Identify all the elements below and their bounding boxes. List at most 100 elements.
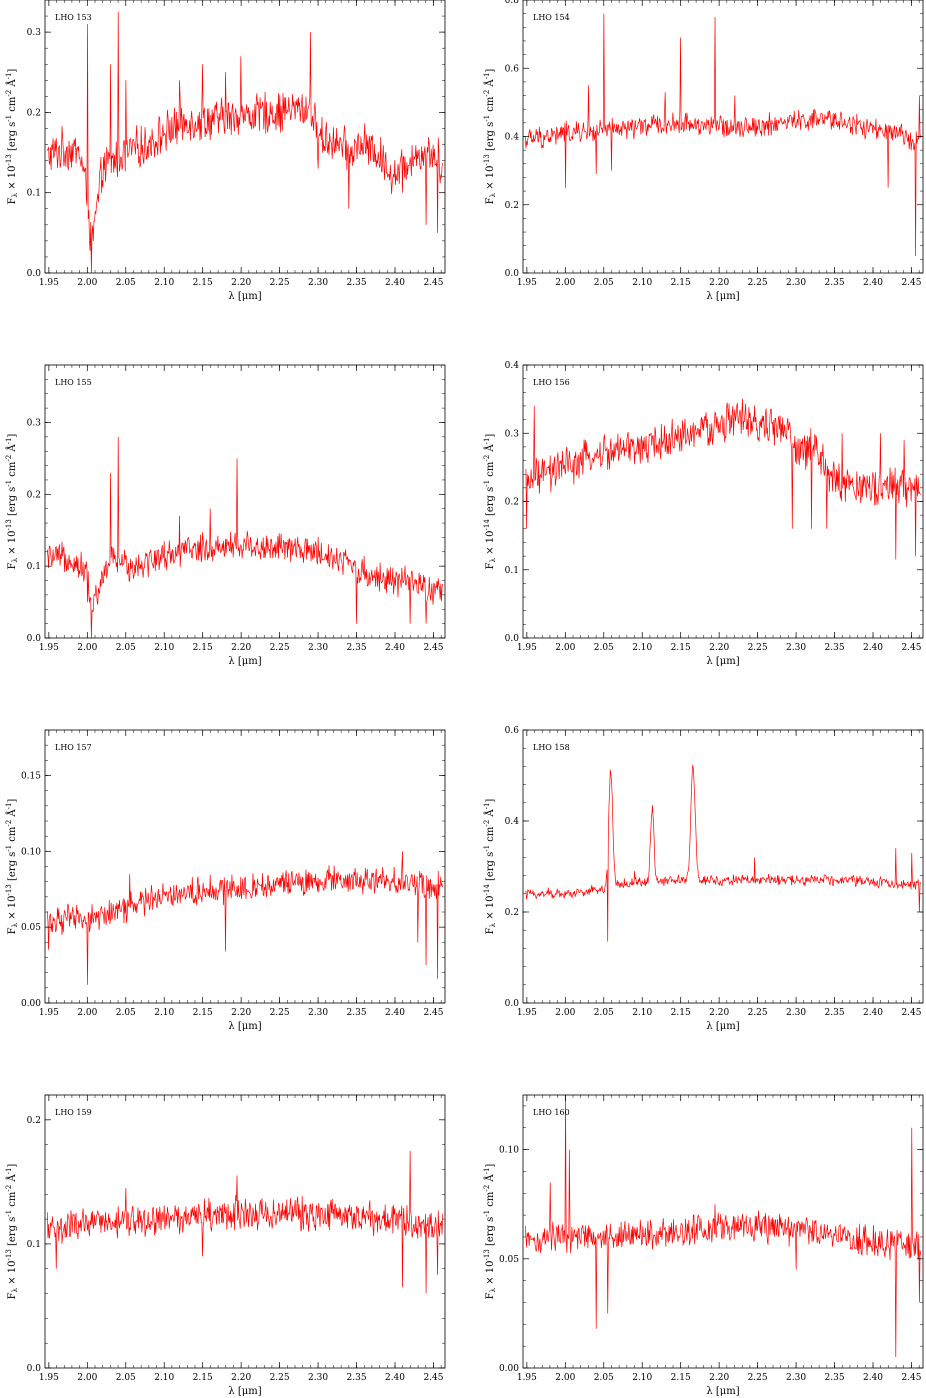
y-tick-label: 0.0 [505,269,520,279]
x-tick-label: 2.30 [786,643,806,653]
x-tick-label: 1.95 [39,1373,59,1383]
x-tick-label: 2.35 [825,278,845,288]
spectrum-line [46,436,444,638]
x-tick-label: 2.20 [709,643,729,653]
x-tick-label: 2.05 [594,1008,614,1018]
spectrum-panel-6: 1.95 2.00 2.05 2.10 2.15 2.20 2.25 2.30 2.35 2.40… [483,726,924,1032]
x-tick-label: 1.95 [517,1008,537,1018]
spectrum-panel-8: 1.95 2.00 2.05 2.10 2.15 2.20 2.25 2.30 2.35 2.40… [483,1094,924,1397]
x-tick-label: 2.05 [594,1373,614,1383]
x-tick-label: 2.45 [423,643,443,653]
x-tick-label: 2.40 [863,1373,883,1383]
y-tick-label: 0.3 [27,28,42,38]
x-tick-label: 2.35 [347,1008,367,1018]
spectrum-panel-3: 1.95 2.00 2.05 2.10 2.15 2.20 2.25 2.30 2.35 2.40… [5,364,446,667]
x-tick-label: 2.00 [555,643,575,653]
x-tick-label: 2.30 [786,278,806,288]
x-tick-label: 2.40 [863,1008,883,1018]
x-tick-label: 2.45 [423,1373,443,1383]
x-tick-label: 2.40 [385,1008,405,1018]
x-tick-label: 2.00 [555,1008,575,1018]
x-tick-label: 2.30 [786,1008,806,1018]
x-tick-label: 2.25 [748,1373,768,1383]
x-tick-label: 2.45 [901,1373,921,1383]
y-tick-label: 0.00 [21,999,41,1009]
x-tick-label: 2.45 [901,1008,921,1018]
x-tick-label: 2.20 [709,1373,729,1383]
x-tick-label: 2.05 [594,643,614,653]
y-axis-label: Fλ × 10-13 [erg s-1 cm-2 Å-1] [5,1164,19,1300]
y-tick-label: 0.1 [27,562,41,572]
spectrum-panel-4: 1.95 2.00 2.05 2.10 2.15 2.20 2.25 2.30 2.35 2.40… [483,361,924,667]
x-tick-label: 2.40 [863,643,883,653]
y-tick-label: 0.6 [505,64,520,74]
spectrum-line [525,764,922,942]
x-tick-label: 2.10 [632,278,652,288]
spectrum-line [525,398,921,560]
y-tick-label: 0.4 [505,817,520,827]
y-tick-label: 0.0 [27,1364,42,1374]
x-tick-label: 2.20 [231,1373,251,1383]
y-tick-label: 0.0 [505,634,520,644]
x-tick-label: 2.35 [347,278,367,288]
x-tick-label: 2.25 [748,643,768,653]
x-tick-label: 2.30 [308,643,328,653]
x-tick-label: 2.05 [116,643,136,653]
spectrum-panel-2: 1.95 2.00 2.05 2.10 2.15 2.20 2.25 2.30 2.35 2.40… [483,0,924,302]
y-tick-label: 0.2 [505,201,519,211]
x-tick-label: 2.00 [555,278,575,288]
x-tick-label: 2.30 [308,278,328,288]
x-tick-label: 1.95 [517,278,537,288]
plot-frame [522,364,924,639]
x-tick-label: 2.15 [193,643,213,653]
y-tick-label: 0.1 [27,1240,41,1250]
y-axis-label: Fλ × 10-13 [erg s-1 cm-2 Å-1] [5,69,19,205]
x-tick-label: 2.25 [270,643,290,653]
x-tick-label: 2.00 [77,643,97,653]
x-tick-label: 1.95 [39,278,59,288]
y-axis-label: Fλ × 10-14 [erg s-1 cm-2 Å-1] [483,434,497,570]
y-tick-label: 0.6 [505,726,520,736]
x-tick-label: 2.15 [671,278,691,288]
x-tick-label: 2.20 [709,1008,729,1018]
x-tick-label: 2.20 [231,643,251,653]
x-tick-label: 2.15 [193,1008,213,1018]
x-axis-label: λ [μm] [706,1386,739,1397]
y-axis-label: Fλ × 10-13 [erg s-1 cm-2 Å-1] [483,1164,497,1300]
x-tick-label: 2.35 [347,1373,367,1383]
x-axis-label: λ [μm] [228,291,261,302]
y-tick-label: 0.0 [27,634,42,644]
spectrum-panel-1: 1.95 2.00 2.05 2.10 2.15 2.20 2.25 2.30 2.35 2.40… [5,0,446,302]
y-tick-label: 0.15 [21,772,41,782]
x-tick-label: 1.95 [39,643,59,653]
spectrum-line [46,12,444,273]
x-axis-label: λ [μm] [228,1021,261,1032]
x-tick-label: 2.15 [671,643,691,653]
y-tick-label: 0.10 [499,1146,519,1156]
x-tick-label: 2.05 [116,278,136,288]
spectrum-panel-7: 1.95 2.00 2.05 2.10 2.15 2.20 2.25 2.30 2.35 2.40… [5,1094,446,1397]
y-tick-label: 0.0 [505,999,520,1009]
x-tick-label: 2.40 [385,278,405,288]
x-tick-label: 2.25 [270,278,290,288]
panel-label: LHO 159 [55,1108,92,1117]
x-axis-label: λ [μm] [228,656,261,667]
x-tick-label: 2.15 [671,1373,691,1383]
panel-label: LHO 158 [533,743,570,752]
spectrum-line [524,13,922,256]
x-tick-label: 2.05 [594,278,614,288]
y-tick-label: 0.2 [27,1116,41,1126]
x-axis-label: λ [μm] [706,1021,739,1032]
spectrum-panel-5: 1.95 2.00 2.05 2.10 2.15 2.20 2.25 2.30 2.35 2.40… [5,729,446,1032]
spectrum-line [46,851,444,985]
x-tick-label: 2.15 [193,1373,213,1383]
x-axis-label: λ [μm] [706,656,739,667]
x-tick-label: 2.15 [193,278,213,288]
x-tick-label: 2.05 [116,1373,136,1383]
y-tick-label: 0.3 [27,418,42,428]
panel-label: LHO 160 [533,1108,570,1117]
y-tick-label: 0.8 [505,0,520,6]
y-tick-label: 0.05 [499,1255,519,1265]
y-tick-label: 0.3 [505,429,520,439]
